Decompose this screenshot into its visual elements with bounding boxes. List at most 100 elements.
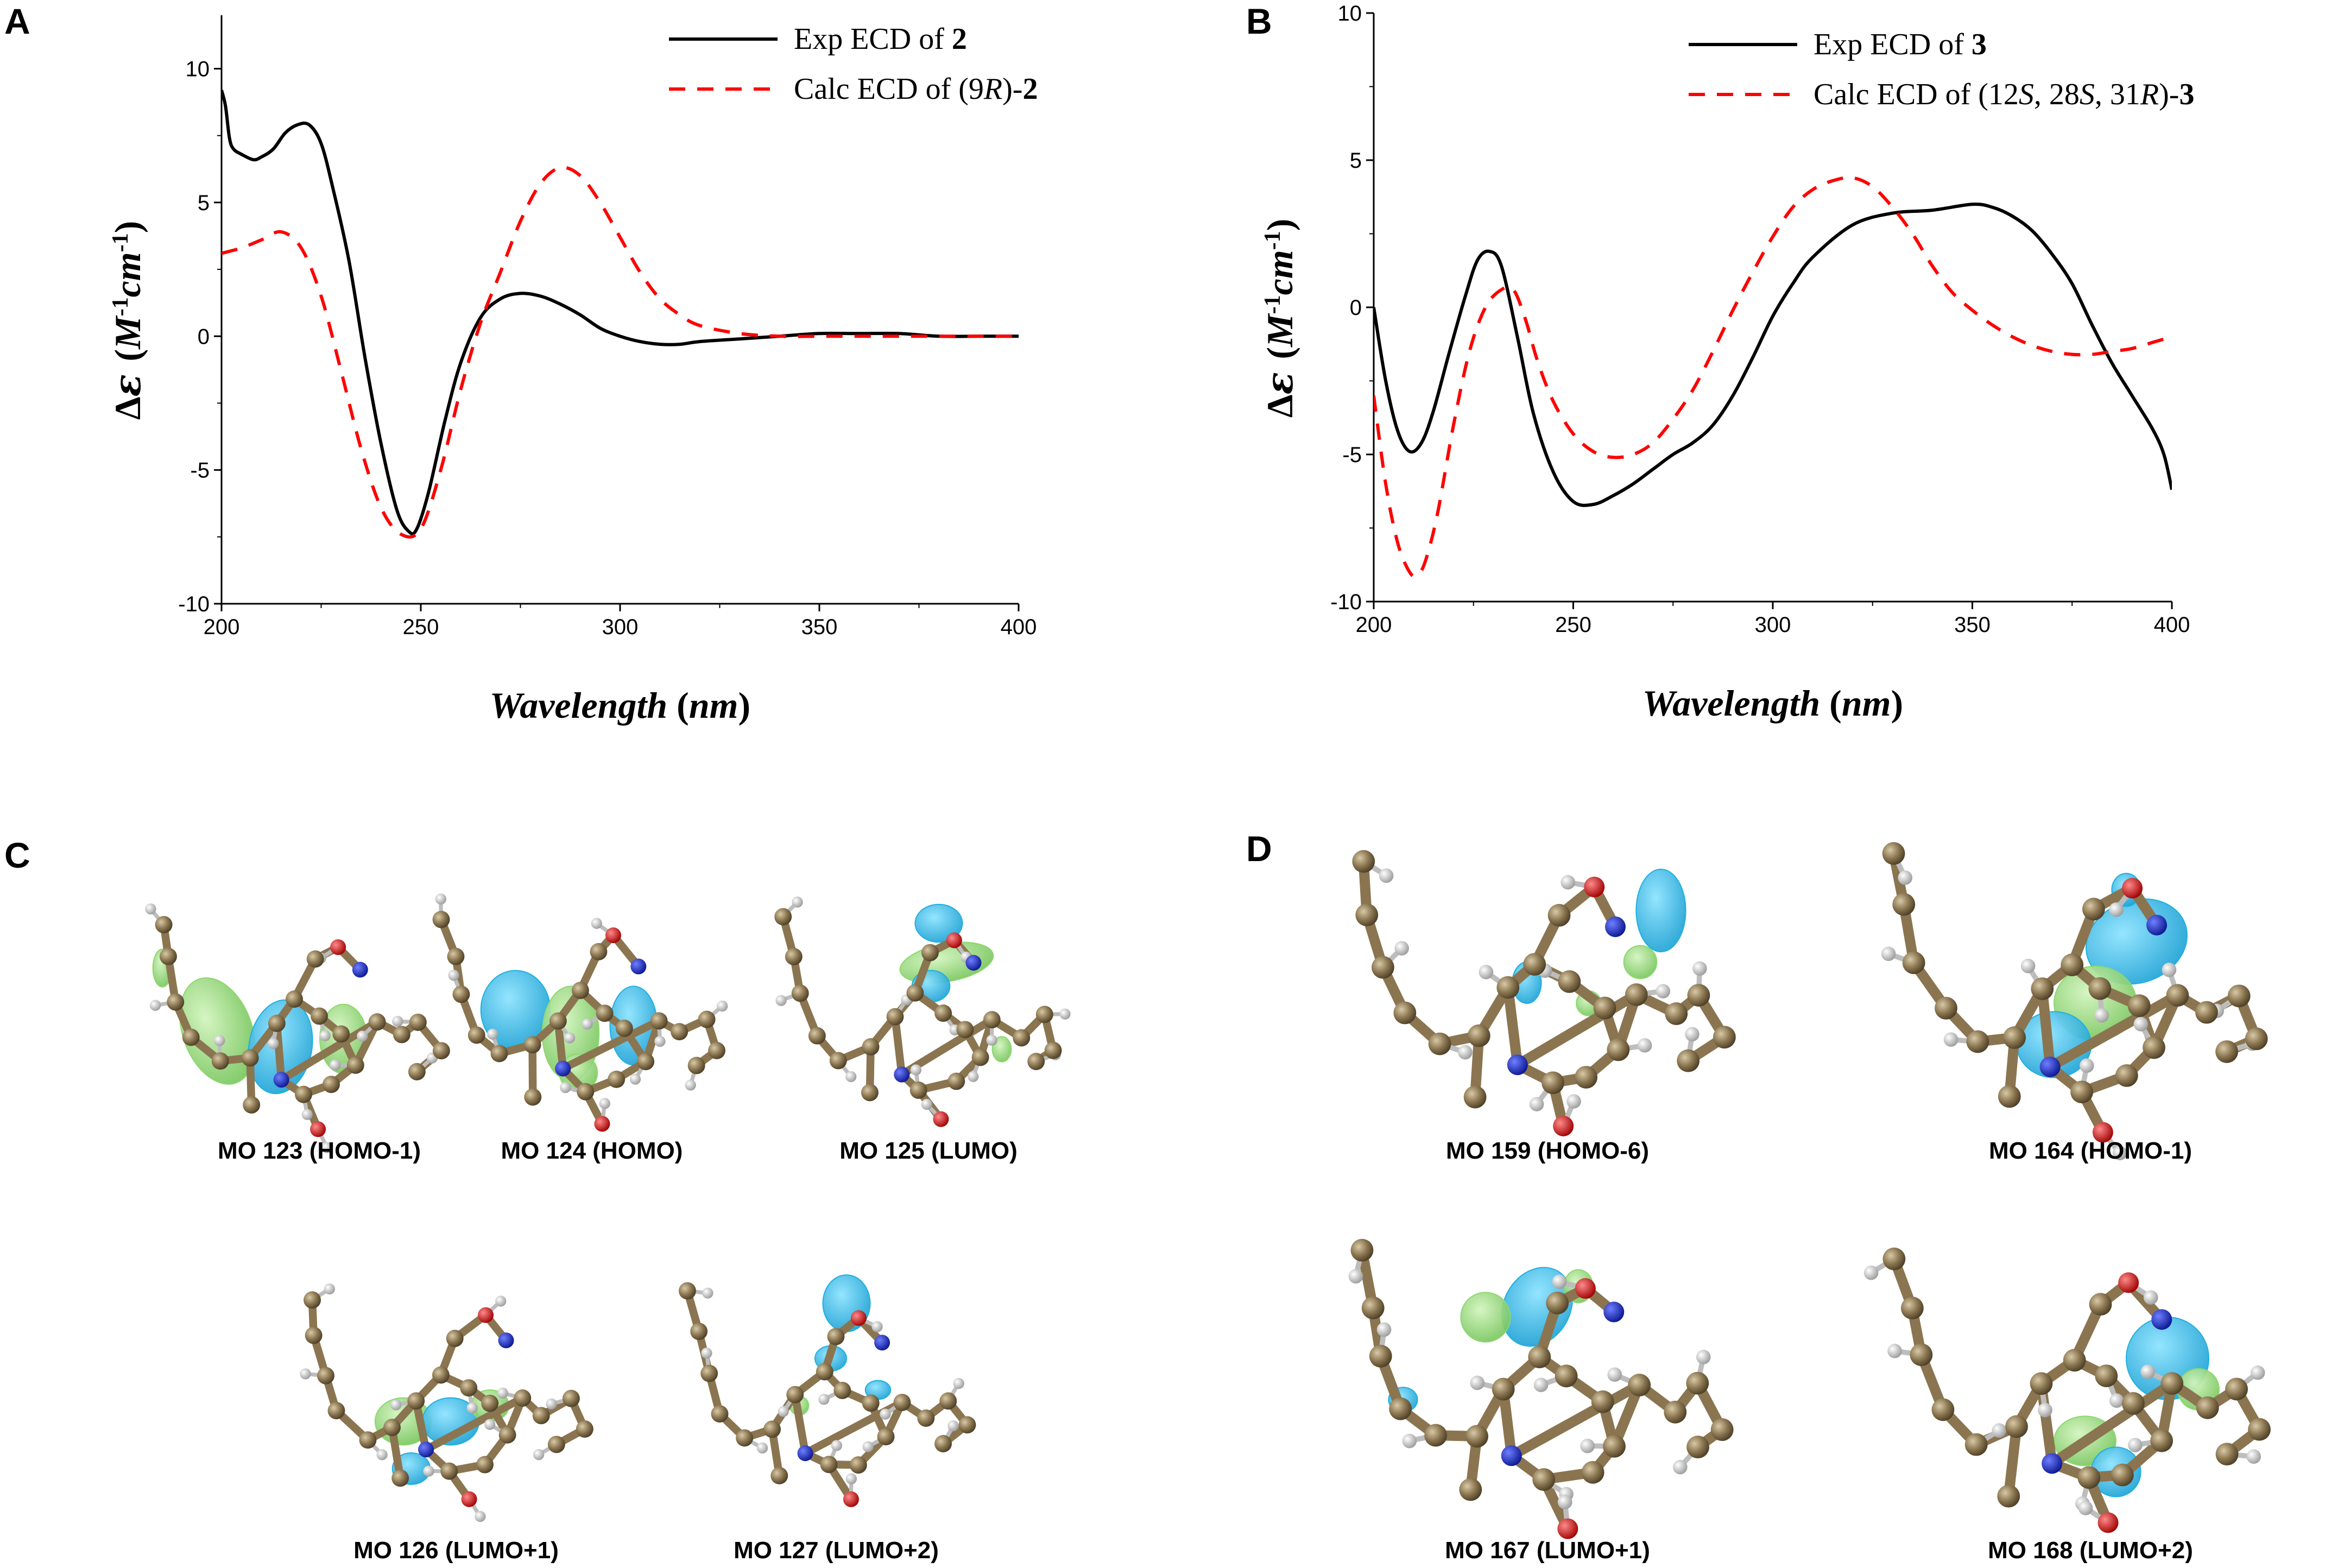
carbon-atom xyxy=(305,1326,323,1344)
hydrogen-atom xyxy=(862,1441,874,1452)
hydrogen-atom xyxy=(845,1071,857,1083)
hydrogen-atom xyxy=(2133,1017,2149,1032)
carbon-atom xyxy=(1013,1029,1031,1047)
carbon-atom xyxy=(816,1363,833,1381)
carbon-atom xyxy=(2160,1372,2184,1395)
carbon-atom xyxy=(958,1416,976,1434)
panel-label-c: C xyxy=(4,835,30,875)
hydrogen-atom xyxy=(214,1035,225,1046)
hydrogen-atom xyxy=(376,1449,388,1460)
carbon-atom xyxy=(2003,1026,2026,1049)
nitrogen-atom xyxy=(418,1441,434,1458)
carbon-atom xyxy=(1686,1436,1709,1459)
carbon-atom xyxy=(1581,1460,1604,1484)
carbon-atom xyxy=(1393,1001,1417,1025)
plot-a-y-axis-label: Δε (M-1cm-1) xyxy=(106,221,149,420)
bond xyxy=(791,1390,810,1457)
carbon-atom xyxy=(1372,956,1394,979)
hydrogen-atom xyxy=(1533,1377,1549,1393)
hydrogen-atom xyxy=(2038,1402,2052,1418)
carbon-atom xyxy=(160,947,177,965)
carbon-atom xyxy=(615,1020,633,1037)
nitrogen-atom xyxy=(1605,916,1626,937)
mo-panel-c xyxy=(145,893,1071,1522)
bond xyxy=(2046,1378,2177,1469)
carbon-atom xyxy=(2005,1415,2028,1438)
oxygen-atom xyxy=(2097,1512,2119,1533)
carbon-atom xyxy=(490,1045,508,1063)
carbon-atom xyxy=(327,1402,345,1420)
hydrogen-atom xyxy=(301,1109,313,1120)
hydrogen-atom xyxy=(756,1442,768,1454)
carbon-atom xyxy=(2077,1466,2101,1489)
bond xyxy=(559,1017,663,1073)
hydrogen-atom xyxy=(1402,1433,1417,1449)
oxygen-atom xyxy=(850,1310,867,1326)
carbon-atom xyxy=(1964,1433,1988,1456)
hydrogen-atom xyxy=(2079,1058,2094,1073)
oxygen-atom xyxy=(594,1116,610,1132)
panel-label-d: D xyxy=(1246,829,1272,869)
carbon-atom xyxy=(447,947,465,965)
plot-a-y-tick-label: 10 xyxy=(186,58,210,81)
hydrogen-atom xyxy=(871,1321,883,1332)
carbon-atom xyxy=(608,1070,626,1088)
carbon-atom xyxy=(1882,842,1905,865)
hydrogen-atom xyxy=(880,1408,891,1420)
carbon-atom xyxy=(2121,1392,2145,1415)
bond xyxy=(891,1013,906,1079)
carbon-atom xyxy=(1035,1006,1053,1023)
carbon-atom xyxy=(1541,1071,1564,1095)
carbon-atom xyxy=(1593,996,1616,1020)
carbon-atom xyxy=(1998,1085,2021,1108)
plot-a-legend-label-exp: Exp ECD of 2 xyxy=(794,22,967,56)
hydrogen-atom xyxy=(2128,1438,2143,1452)
carbon-atom xyxy=(391,1469,409,1487)
oxygen-atom xyxy=(1553,1115,1574,1136)
carbon-atom xyxy=(1523,953,1546,976)
carbon-atom xyxy=(939,1392,957,1410)
carbon-atom xyxy=(596,1004,614,1022)
carbon-atom xyxy=(971,1048,989,1066)
carbon-atom xyxy=(481,1394,499,1412)
hydrogen-atom xyxy=(1881,946,1896,962)
caption-mo-168: MO 168 (LUMO+2) xyxy=(1988,1537,2193,1564)
mo-panel-d xyxy=(1348,842,2271,1539)
carbon-atom xyxy=(934,1435,952,1452)
hydrogen-atom xyxy=(487,1028,498,1040)
plot-a-y-tick-label: 0 xyxy=(198,325,210,349)
carbon-atom xyxy=(547,1436,565,1453)
plot-b-x-tick-label: 350 xyxy=(1954,613,1991,637)
molecule-mo-167 xyxy=(1348,1238,1734,1539)
hydrogen-atom xyxy=(497,1387,508,1399)
carbon-atom xyxy=(1467,1024,1490,1047)
carbon-atom xyxy=(1459,1478,1482,1501)
hydrogen-atom xyxy=(1637,1038,1652,1053)
hydrogen-atom xyxy=(1692,961,1707,976)
hydrogen-atom xyxy=(466,1402,478,1414)
hydrogen-atom xyxy=(533,1449,545,1460)
carbon-atom xyxy=(934,1004,952,1022)
carbon-atom xyxy=(408,1063,426,1080)
carbon-atom xyxy=(1575,1066,1598,1089)
carbon-atom xyxy=(678,1282,696,1300)
carbon-atom xyxy=(306,950,324,968)
carbon-atom xyxy=(785,947,803,965)
hydrogen-atom xyxy=(2109,1393,2124,1408)
carbon-atom xyxy=(886,1008,904,1026)
carbon-atom xyxy=(1546,1292,1569,1314)
hydrogen-atom xyxy=(1348,1269,1363,1284)
hydrogen-atom xyxy=(1557,1495,1572,1509)
hydrogen-atom xyxy=(2143,1290,2158,1305)
plot-a-legend-label-calc: Calc ECD of (9R)-2 xyxy=(794,72,1038,106)
plot-a-x-tick-label: 200 xyxy=(204,615,240,639)
hydrogen-atom xyxy=(149,1000,161,1011)
plot-b-series-calc xyxy=(1374,176,2172,578)
hydrogen-atom xyxy=(1943,1032,1958,1047)
carbon-atom xyxy=(2150,1429,2174,1452)
hydrogen-atom xyxy=(390,1399,402,1411)
hydrogen-atom xyxy=(1580,1438,1595,1453)
carbon-atom xyxy=(786,1386,804,1403)
carbon-atom xyxy=(432,911,450,928)
plot-b-y-tick-label: -10 xyxy=(1330,590,1362,614)
